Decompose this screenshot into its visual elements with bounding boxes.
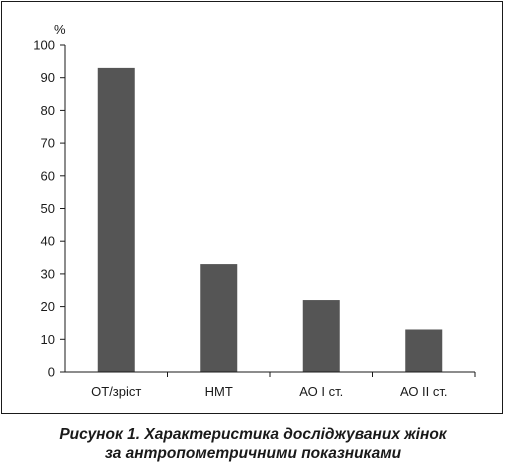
bar: [405, 329, 443, 372]
y-tick-label: 30: [41, 266, 55, 281]
y-tick-label: 70: [41, 136, 55, 151]
y-tick-label: 40: [41, 234, 55, 249]
x-category-label: АО II ст.: [400, 384, 448, 399]
x-category-label: НМТ: [205, 384, 233, 399]
y-tick-label: 90: [41, 70, 55, 85]
x-axis-ticks: ОТ/зріст НМТ АО I ст. АО II ст.: [91, 372, 476, 399]
y-axis-ticks: 0 10 20 30 40 50 60 70 80 90 100: [33, 38, 65, 380]
caption-line-2: за антропометричними показниками: [104, 445, 402, 462]
y-tick-label: 60: [41, 168, 55, 183]
figure-caption: Рисунок 1. Характеристика досліджуваних …: [0, 425, 506, 463]
bar: [200, 264, 238, 372]
y-axis-unit-label: %: [54, 22, 66, 37]
x-category-label: АО I ст.: [299, 384, 343, 399]
caption-line-1: Рисунок 1. Характеристика досліджуваних …: [59, 426, 447, 443]
chart-frame: [1, 1, 503, 414]
y-tick-label: 10: [41, 332, 55, 347]
y-tick-label: 20: [41, 299, 55, 314]
bars: [97, 67, 443, 372]
bar-chart: % 0 10 20 30 40 50 60 70 80 90 100 ОТ/зріст НМТ АО I…: [33, 22, 476, 399]
y-tick-label: 80: [41, 103, 55, 118]
y-tick-label: 100: [33, 38, 55, 53]
y-tick-label: 50: [41, 201, 55, 216]
x-category-label: ОТ/зріст: [91, 384, 141, 399]
bar: [97, 67, 135, 372]
bar: [302, 300, 340, 372]
y-tick-label: 0: [48, 365, 55, 380]
